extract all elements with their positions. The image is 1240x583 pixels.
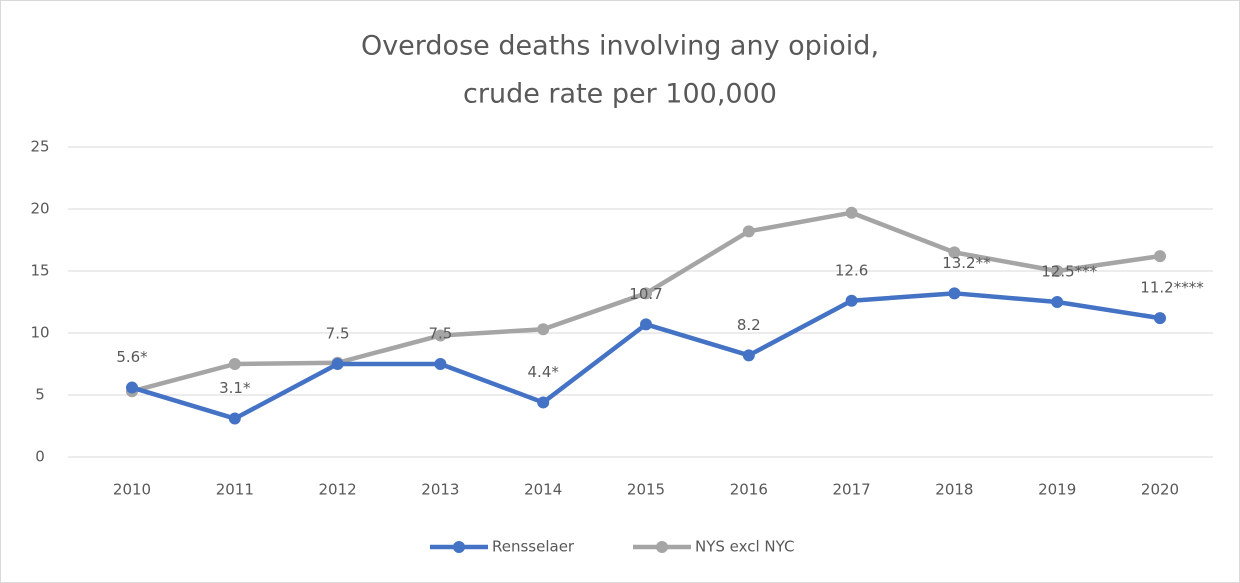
point xyxy=(845,206,858,219)
y-tick-label: 5 xyxy=(35,386,45,404)
point xyxy=(640,318,652,331)
data-label: 10.7 xyxy=(629,285,662,303)
legend-marker xyxy=(656,541,668,553)
point xyxy=(434,358,447,370)
x-tick-label: 2016 xyxy=(730,481,768,499)
point xyxy=(640,287,652,300)
point xyxy=(126,381,138,394)
legend-marker xyxy=(453,541,465,553)
y-tick-label: 20 xyxy=(30,200,49,218)
point xyxy=(1154,250,1166,263)
y-tick-label: 0 xyxy=(35,448,45,466)
data-label: 3.1* xyxy=(219,379,251,397)
point xyxy=(1051,265,1064,277)
point xyxy=(948,246,961,259)
data-label: 7.5 xyxy=(428,325,452,343)
x-tick-label: 2019 xyxy=(1038,481,1076,499)
point xyxy=(742,349,755,362)
point xyxy=(228,412,241,425)
data-label: 12.5*** xyxy=(1041,263,1097,281)
point xyxy=(331,358,344,370)
x-tick-label: 2011 xyxy=(216,481,254,499)
x-tick-label: 2020 xyxy=(1141,481,1179,499)
point xyxy=(845,294,858,307)
data-label: 13.2** xyxy=(942,254,991,272)
data-label: 11.2**** xyxy=(1140,279,1204,297)
x-tick-label: 2014 xyxy=(524,481,562,499)
x-tick-label: 2017 xyxy=(833,481,871,499)
y-tick-label: 25 xyxy=(30,138,49,156)
x-tick-label: 2015 xyxy=(627,481,665,499)
point xyxy=(948,287,961,300)
point xyxy=(537,323,550,336)
data-label: 5.6* xyxy=(116,348,148,366)
y-tick-label: 10 xyxy=(30,324,49,342)
data-label: 7.5 xyxy=(326,325,350,343)
x-tick-label: 2013 xyxy=(421,481,459,499)
point xyxy=(537,396,550,409)
x-tick-label: 2012 xyxy=(319,481,357,499)
x-tick-label: 2010 xyxy=(113,481,151,499)
data-label: 4.4* xyxy=(528,363,560,381)
point xyxy=(434,329,447,342)
data-label: 8.2 xyxy=(737,316,761,334)
point xyxy=(742,225,755,238)
point xyxy=(1154,312,1166,325)
data-label: 12.6 xyxy=(835,261,868,279)
chart-title: crude rate per 100,000 xyxy=(463,79,777,110)
legend-label: NYS excl NYC xyxy=(695,538,794,556)
point xyxy=(228,358,241,370)
legend-label: Rensselaer xyxy=(492,538,575,556)
x-tick-label: 2018 xyxy=(935,481,973,499)
point xyxy=(1051,296,1064,308)
chart-title: Overdose deaths involving any opioid, xyxy=(361,31,879,62)
y-tick-label: 15 xyxy=(30,262,49,280)
